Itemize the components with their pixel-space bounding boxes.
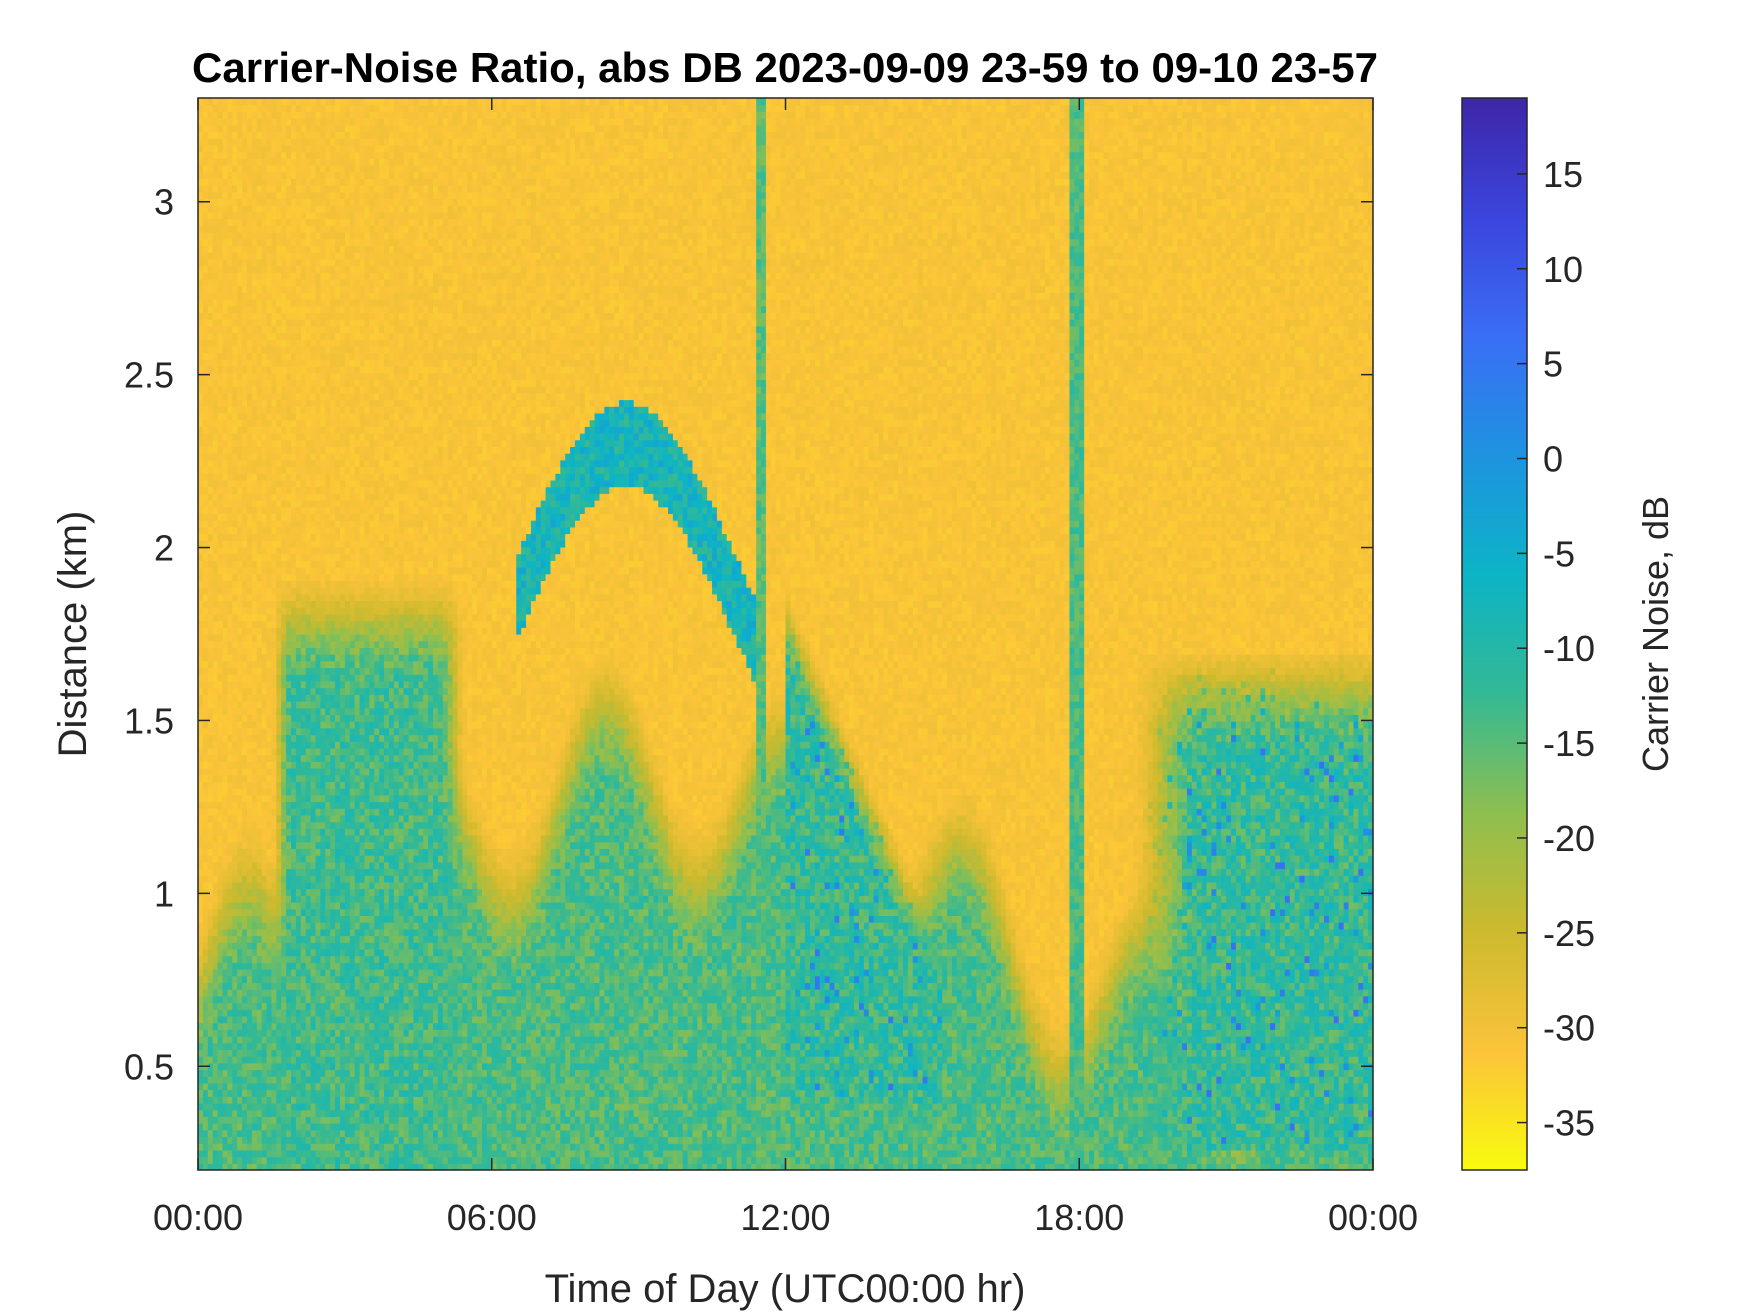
colorbar-tick-label: -10 xyxy=(1543,628,1595,669)
colorbar-label: Carrier Noise, dB xyxy=(1635,496,1676,772)
chart-title: Carrier-Noise Ratio, abs DB 2023-09-09 2… xyxy=(192,44,1378,91)
y-tick-label: 2.5 xyxy=(124,355,174,396)
x-tick-label: 06:00 xyxy=(447,1197,537,1238)
y-axis: 0.5 1 1.5 2 2.5 3 xyxy=(124,182,1373,1087)
x-tick-label: 18:00 xyxy=(1034,1197,1124,1238)
colorbar xyxy=(1461,97,1528,1171)
y-tick-label: 3 xyxy=(154,182,174,223)
colorbar-tick-label: 15 xyxy=(1543,154,1583,195)
y-tick-label: 1.5 xyxy=(124,700,174,741)
colorbar-tick-label: -15 xyxy=(1543,723,1595,764)
y-axis-label: Distance (km) xyxy=(51,511,95,758)
y-tick-label: 2 xyxy=(154,528,174,569)
x-tick-label: 00:00 xyxy=(153,1197,243,1238)
colorbar-ticks: 15 10 5 0 -5 -10 -15 -20 -25 -30 -35 xyxy=(1517,154,1595,1144)
x-axis: 00:00 06:00 12:00 18:00 00:00 xyxy=(153,98,1418,1238)
colorbar-tick-label: -25 xyxy=(1543,913,1595,954)
y-tick-label: 0.5 xyxy=(124,1046,174,1087)
y-tick-label: 1 xyxy=(154,873,174,914)
colorbar-tick-label: 0 xyxy=(1543,438,1563,479)
colorbar-tick-label: -35 xyxy=(1543,1103,1595,1144)
heatmap-plot-area xyxy=(198,98,1373,1170)
colorbar-tick-label: -20 xyxy=(1543,818,1595,859)
colorbar-tick-label: 10 xyxy=(1543,249,1583,290)
x-tick-label: 00:00 xyxy=(1328,1197,1418,1238)
colorbar-tick-label: -30 xyxy=(1543,1008,1595,1049)
colorbar-tick-label: -5 xyxy=(1543,533,1575,574)
colorbar-tick-label: 5 xyxy=(1543,344,1563,385)
x-axis-label: Time of Day (UTC00:00 hr) xyxy=(545,1267,1026,1311)
x-tick-label: 12:00 xyxy=(740,1197,830,1238)
